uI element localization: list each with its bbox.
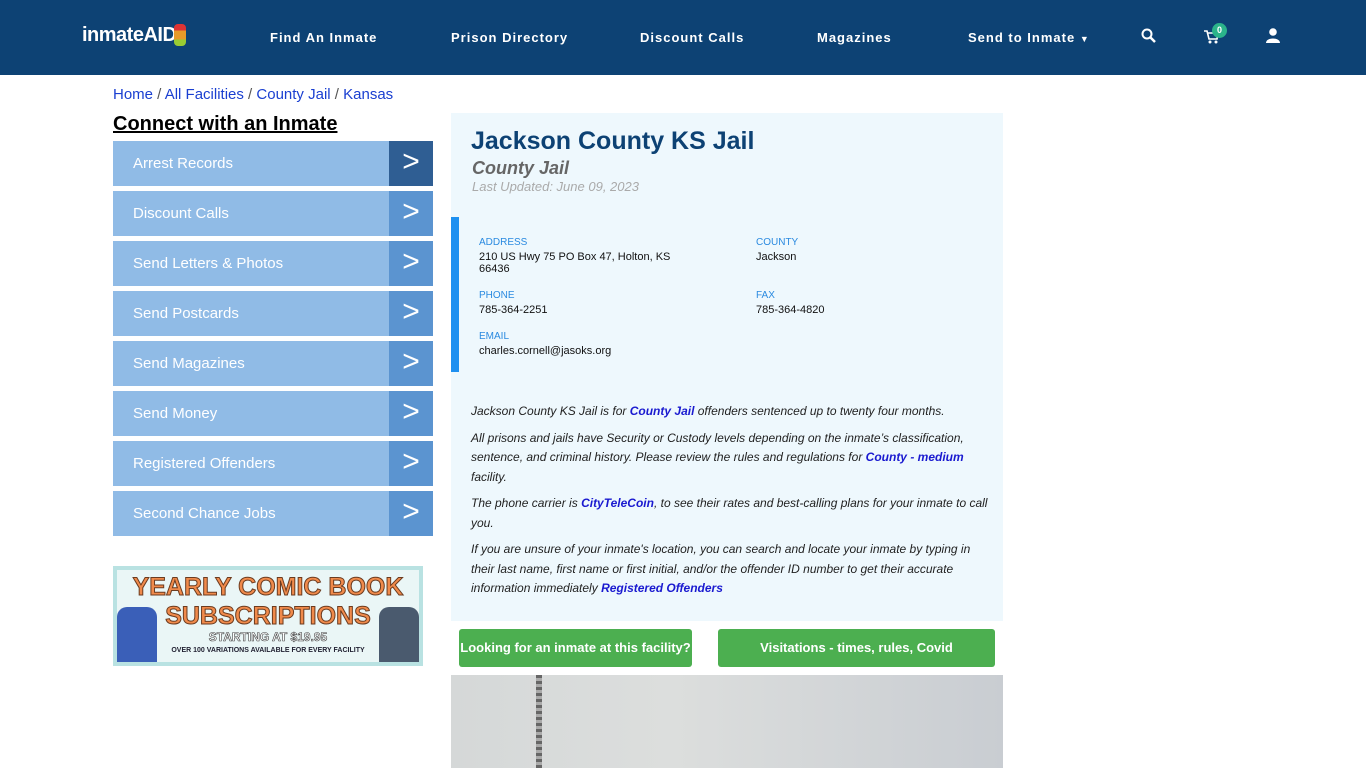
desc-text: , to see their rates and best-calling pl… bbox=[471, 496, 988, 530]
county-label: COUNTY bbox=[756, 237, 799, 248]
desc-paragraph: If you are unsure of your inmate's locat… bbox=[471, 540, 991, 599]
superman-image bbox=[117, 607, 157, 662]
sidebar-item-send-magazines[interactable]: Send Magazines > bbox=[113, 341, 433, 386]
facility-photo bbox=[451, 675, 1003, 768]
sidebar-item-send-postcards[interactable]: Send Postcards > bbox=[113, 291, 433, 336]
sidebar-item-label: Second Chance Jobs bbox=[133, 505, 276, 522]
desc-paragraph: The phone carrier is CityTeleCoin, to se… bbox=[471, 494, 991, 533]
security-level-link[interactable]: County - medium bbox=[865, 450, 964, 464]
fax-label: FAX bbox=[756, 290, 775, 301]
sidebar-item-label: Arrest Records bbox=[133, 155, 234, 172]
facility-description: Jackson County KS Jail is for County Jai… bbox=[471, 402, 991, 606]
sidebar-item-label: Send Letters & Photos bbox=[133, 255, 284, 272]
phone-value[interactable]: 785-364-2251 bbox=[479, 304, 548, 316]
chevron-right-icon: > bbox=[389, 491, 433, 536]
desc-text: offenders sentenced up to twenty four mo… bbox=[694, 404, 945, 418]
breadcrumb-home[interactable]: Home bbox=[113, 86, 154, 103]
sidebar-item-second-chance-jobs[interactable]: Second Chance Jobs > bbox=[113, 491, 433, 536]
chevron-right-icon: > bbox=[389, 241, 433, 286]
sidebar-item-registered-offenders[interactable]: Registered Offenders > bbox=[113, 441, 433, 486]
last-updated: Last Updated: June 09, 2023 bbox=[472, 179, 639, 194]
county-value: Jackson bbox=[756, 251, 797, 263]
comic-subscription-ad[interactable]: YEARLY COMIC BOOK SUBSCRIPTIONS STARTING… bbox=[113, 566, 423, 666]
sidebar-item-label: Send Postcards bbox=[133, 305, 239, 322]
breadcrumb-kansas[interactable]: Kansas bbox=[343, 86, 394, 103]
nav-magazines[interactable]: Magazines bbox=[817, 30, 892, 45]
facility-name: Jackson County KS Jail bbox=[471, 127, 755, 155]
address-label: ADDRESS bbox=[479, 237, 528, 248]
chevron-right-icon: > bbox=[389, 141, 433, 186]
visitations-button[interactable]: Visitations - times, rules, Covid cancel… bbox=[718, 629, 995, 693]
ad-tagline: OVER 100 VARIATIONS AVAILABLE FOR EVERY … bbox=[171, 647, 365, 654]
breadcrumb-county-jail[interactable]: County Jail bbox=[256, 86, 331, 103]
sidebar-item-label: Send Magazines bbox=[133, 355, 245, 372]
nav-send-to-inmate[interactable]: Send to Inmate ▼ bbox=[968, 30, 1090, 45]
phone-label: PHONE bbox=[479, 290, 515, 301]
desc-paragraph: Jackson County KS Jail is for County Jai… bbox=[471, 402, 991, 422]
desc-text: If you are unsure of your inmate's locat… bbox=[471, 542, 971, 595]
breadcrumb: Home / All Facilities / County Jail / Ka… bbox=[113, 86, 394, 103]
breadcrumb-all-facilities[interactable]: All Facilities bbox=[164, 86, 244, 103]
desc-text: All prisons and jails have Security or C… bbox=[471, 430, 964, 465]
radio-tower-image bbox=[536, 675, 542, 768]
find-inmate-button[interactable]: Looking for an inmate at this facility? bbox=[459, 629, 692, 667]
address-value: 210 US Hwy 75 PO Box 47, Holton, KS 6643… bbox=[479, 251, 671, 275]
email-label: EMAIL bbox=[479, 331, 510, 342]
search-icon[interactable] bbox=[1141, 28, 1156, 43]
county-jail-link[interactable]: County Jail bbox=[629, 404, 695, 418]
facility-panel: Jackson County KS Jail County Jail Last … bbox=[451, 113, 1003, 621]
nav-discount-calls[interactable]: Discount Calls bbox=[640, 30, 745, 45]
sidebar-item-discount-calls[interactable]: Discount Calls > bbox=[113, 191, 433, 236]
email-value[interactable]: charles.cornell@jasoks.org bbox=[479, 345, 612, 357]
phone-carrier-link[interactable]: CityTeleCoin bbox=[581, 496, 654, 510]
caret-down-icon: ▼ bbox=[1079, 34, 1090, 44]
desc-text: The phone carrier is bbox=[471, 496, 582, 510]
sidebar-title: Connect with an Inmate bbox=[113, 113, 338, 135]
logo-text: inmateAID bbox=[82, 24, 177, 46]
ad-price: STARTING AT $19.95 bbox=[208, 630, 328, 645]
site-logo[interactable]: inmateAID bbox=[82, 24, 187, 47]
sidebar-item-label: Discount Calls bbox=[133, 205, 229, 222]
chevron-right-icon: > bbox=[389, 191, 433, 236]
nav-find-inmate[interactable]: Find An Inmate bbox=[270, 30, 378, 45]
fax-value: 785-364-4820 bbox=[756, 304, 825, 316]
chevron-right-icon: > bbox=[389, 391, 433, 436]
ad-headline-2: SUBSCRIPTIONS bbox=[165, 602, 372, 630]
logo-mark bbox=[174, 24, 187, 46]
desc-text: Jackson County KS Jail is for bbox=[471, 404, 630, 418]
sidebar-item-label: Send Money bbox=[133, 405, 218, 422]
sidebar-item-send-letters[interactable]: Send Letters & Photos > bbox=[113, 241, 433, 286]
batman-image bbox=[379, 607, 419, 662]
desc-paragraph: All prisons and jails have Security or C… bbox=[471, 429, 991, 488]
site-header: inmateAID Find An Inmate Prison Director… bbox=[0, 0, 1366, 75]
nav-prison-directory[interactable]: Prison Directory bbox=[451, 30, 569, 45]
nav-send-label: Send to Inmate bbox=[968, 30, 1076, 45]
sidebar-item-send-money[interactable]: Send Money > bbox=[113, 391, 433, 436]
chevron-right-icon: > bbox=[389, 341, 433, 386]
chevron-right-icon: > bbox=[389, 441, 433, 486]
sidebar-item-label: Registered Offenders bbox=[133, 455, 276, 472]
facility-info-card: ADDRESS 210 US Hwy 75 PO Box 47, Holton,… bbox=[451, 217, 1003, 372]
sidebar-item-arrest-records[interactable]: Arrest Records > bbox=[113, 141, 433, 186]
ad-headline: YEARLY COMIC BOOK bbox=[132, 573, 404, 601]
registered-offenders-link[interactable]: Registered Offenders bbox=[601, 581, 723, 595]
user-icon[interactable] bbox=[1266, 28, 1280, 43]
desc-text: facility. bbox=[471, 469, 507, 484]
cart-count-badge: 0 bbox=[1212, 23, 1227, 38]
chevron-right-icon: > bbox=[389, 291, 433, 336]
facility-type: County Jail bbox=[472, 158, 570, 178]
